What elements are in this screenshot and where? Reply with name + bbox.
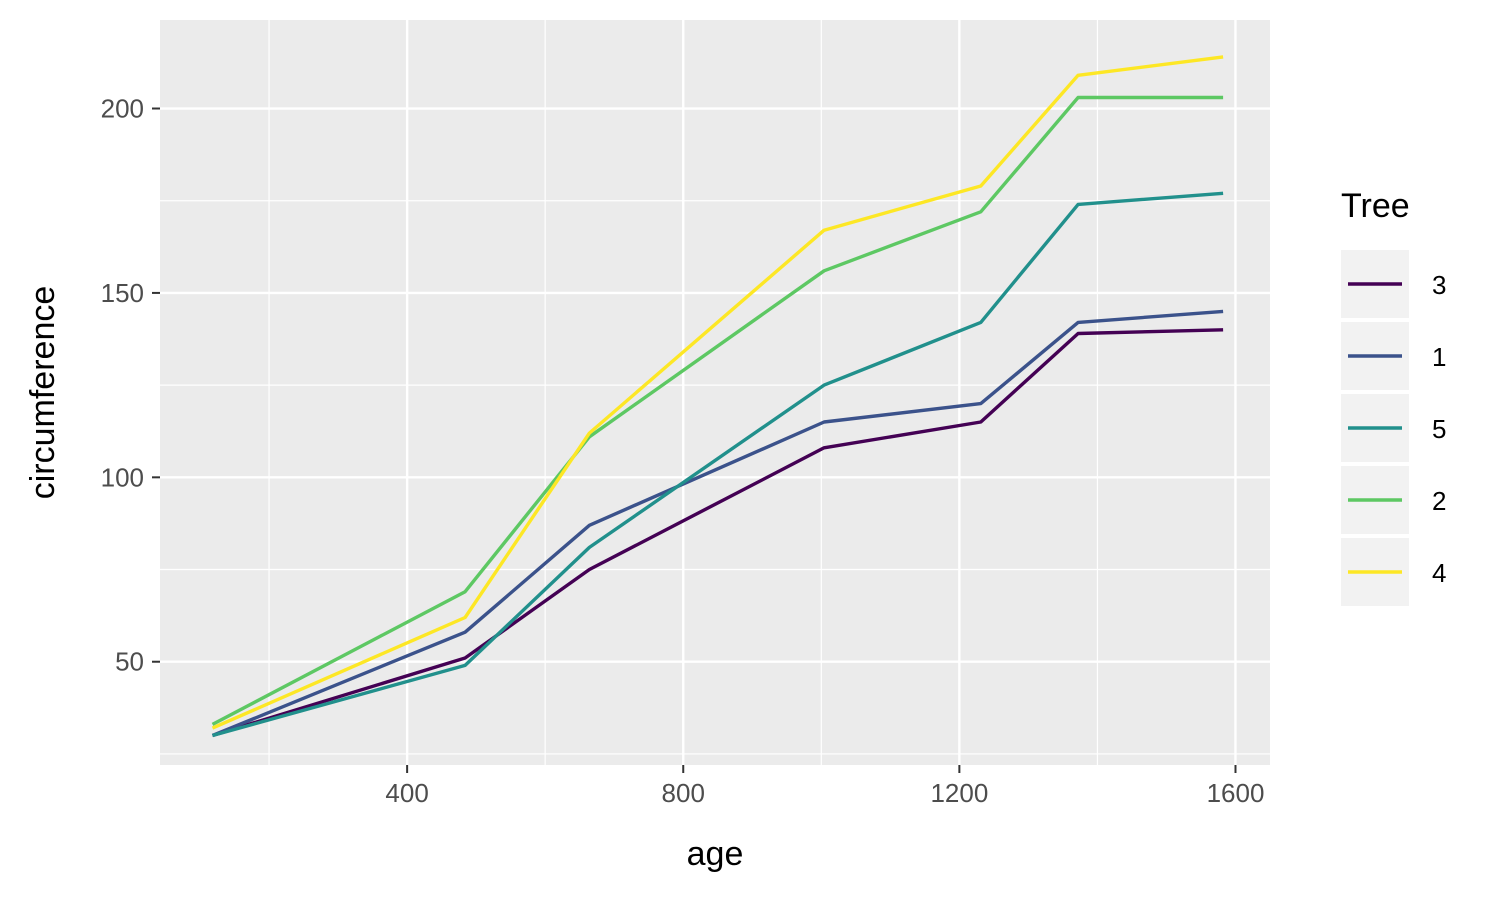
series-line-tree-4 bbox=[211, 55, 1224, 730]
legend-label-tree-5: 5 bbox=[1432, 414, 1446, 444]
minor-gridlines bbox=[160, 20, 1270, 765]
legend-label-tree-2: 2 bbox=[1432, 486, 1446, 516]
y-axis-ticks: 50 100 150 200 bbox=[101, 94, 160, 677]
y-tick-label: 50 bbox=[115, 647, 144, 677]
legend-title: Tree bbox=[1341, 187, 1410, 225]
series-line-tree-5 bbox=[212, 191, 1224, 738]
legend-label-tree-1: 1 bbox=[1432, 342, 1446, 372]
x-tick-label: 400 bbox=[385, 778, 428, 808]
major-gridlines bbox=[160, 20, 1270, 765]
y-tick-label: 150 bbox=[101, 278, 144, 308]
x-tick-label: 1600 bbox=[1207, 778, 1265, 808]
series-line-tree-1 bbox=[211, 309, 1224, 738]
x-axis-ticks: 400 800 1200 1600 bbox=[385, 765, 1264, 808]
y-axis-title: circumference bbox=[24, 286, 62, 500]
series-lines bbox=[211, 55, 1224, 738]
y-tick-label: 100 bbox=[101, 462, 144, 492]
x-axis-title: age bbox=[687, 835, 744, 873]
legend: Tree 3 1 5 2 4 bbox=[1341, 187, 1446, 606]
series-line-tree-2 bbox=[211, 95, 1224, 726]
plot-panel bbox=[160, 20, 1270, 765]
legend-label-tree-3: 3 bbox=[1432, 270, 1446, 300]
x-tick-label: 1200 bbox=[930, 778, 988, 808]
series-line-tree-3 bbox=[212, 328, 1224, 738]
legend-label-tree-4: 4 bbox=[1432, 558, 1446, 588]
y-tick-label: 200 bbox=[101, 94, 144, 124]
legend-items: 3 1 5 2 4 bbox=[1341, 250, 1446, 606]
x-tick-label: 800 bbox=[662, 778, 705, 808]
